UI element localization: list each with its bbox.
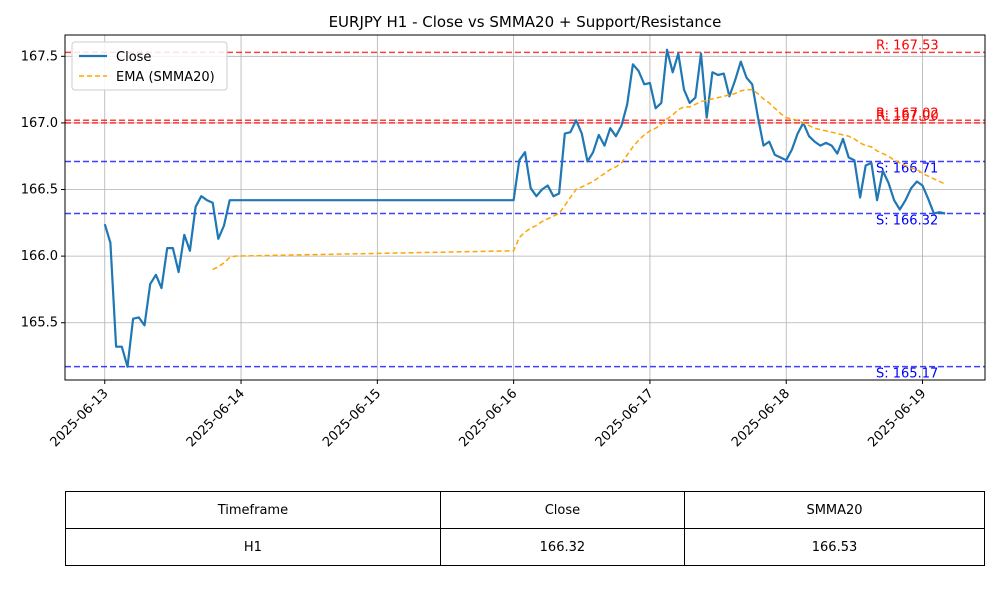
- x-tick-label: 2025-06-19: [865, 386, 929, 450]
- table-header-cell: SMMA20: [684, 491, 985, 529]
- support-label: S: 166.32: [876, 213, 938, 228]
- support-label: S: 166.71: [876, 162, 938, 177]
- table-row: H1 166.32 166.53: [65, 528, 985, 566]
- support-resistance-levels: R: 167.53 R: 167.02R: 167.00 S: 166.71 S: 1…: [65, 38, 985, 382]
- legend: Close EMA (SMMA20): [71, 41, 228, 91]
- y-tick-label: 166.5: [21, 183, 58, 198]
- y-tick-label: 167.0: [21, 116, 58, 131]
- table-header-cell: Close: [439, 491, 686, 529]
- table-cell-timeframe: H1: [65, 528, 441, 566]
- x-tick-label: 2025-06-13: [48, 386, 112, 450]
- resistance-label: R: 167.00: [876, 109, 939, 124]
- x-tick-label: 2025-06-18: [729, 386, 793, 450]
- legend-box: [71, 41, 228, 91]
- legend-label-close: Close: [116, 50, 151, 65]
- support-label: S: 165.17: [876, 367, 938, 382]
- table-header-row: Timeframe Close SMMA20: [65, 491, 985, 529]
- y-tick-label: 167.5: [21, 49, 58, 64]
- legend-label-smma: EMA (SMMA20): [116, 70, 215, 85]
- x-tick-label: 2025-06-15: [320, 386, 384, 450]
- resistance-label: R: 167.02: [876, 106, 939, 121]
- close-series-line: [103, 48, 946, 368]
- summary-table: Timeframe Close SMMA20 H1 166.32 166.53: [65, 491, 985, 566]
- chart-title: EURJPY H1 - Close vs SMMA20 + Support/Re…: [329, 13, 722, 31]
- series-lines: [103, 48, 946, 368]
- x-tick-label: 2025-06-16: [456, 386, 520, 450]
- chart: EURJPY H1 - Close vs SMMA20 + Support/Re…: [21, 13, 986, 450]
- table-header-cell: Timeframe: [65, 491, 441, 529]
- axis-ticks: 165.5 166.0 166.5 167.0 167.5 2025-06-13 2025-…: [21, 49, 930, 450]
- y-tick-label: 165.5: [21, 316, 58, 331]
- x-tick-label: 2025-06-17: [593, 386, 657, 450]
- resistance-label: R: 167.53: [876, 38, 939, 53]
- plot-frame: [64, 34, 986, 381]
- table-cell-smma: 166.53: [684, 528, 985, 566]
- table-cell-close: 166.32: [439, 528, 686, 566]
- x-tick-label: 2025-06-14: [184, 386, 248, 450]
- smma-series-line: [212, 88, 946, 271]
- y-tick-label: 166.0: [21, 249, 58, 264]
